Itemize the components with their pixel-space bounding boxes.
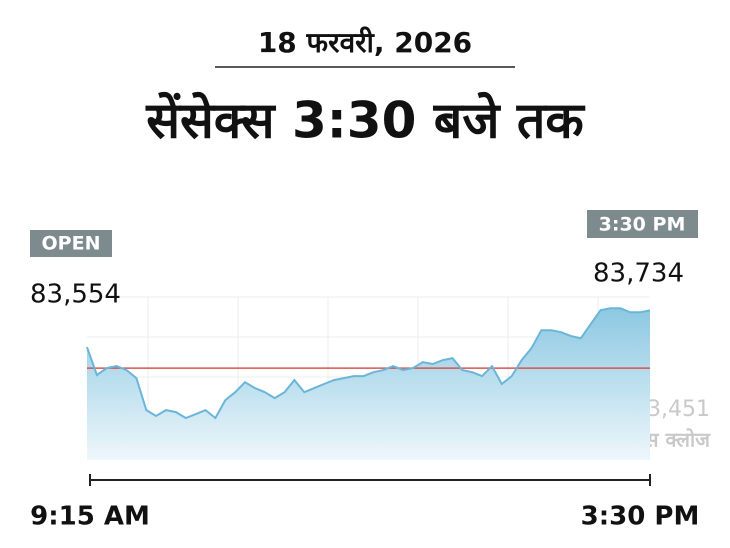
open-label: 83,554 — [30, 280, 121, 310]
area — [87, 308, 650, 460]
open-tag: OPEN — [42, 233, 101, 255]
close-tag-box — [587, 210, 698, 238]
date: 18 फरवरी, 2026 — [258, 26, 472, 59]
x-end-label: 3:30 PM — [581, 502, 700, 532]
close-label: 83,734 — [593, 259, 684, 289]
x-start-label: 9:15 AM — [30, 502, 150, 532]
line — [86, 307, 651, 420]
close-tag: 3:30 PM — [599, 214, 686, 236]
open-tag-box — [30, 230, 112, 257]
chart-title: सेंसेक्स 3:30 बजे तक — [145, 92, 585, 150]
